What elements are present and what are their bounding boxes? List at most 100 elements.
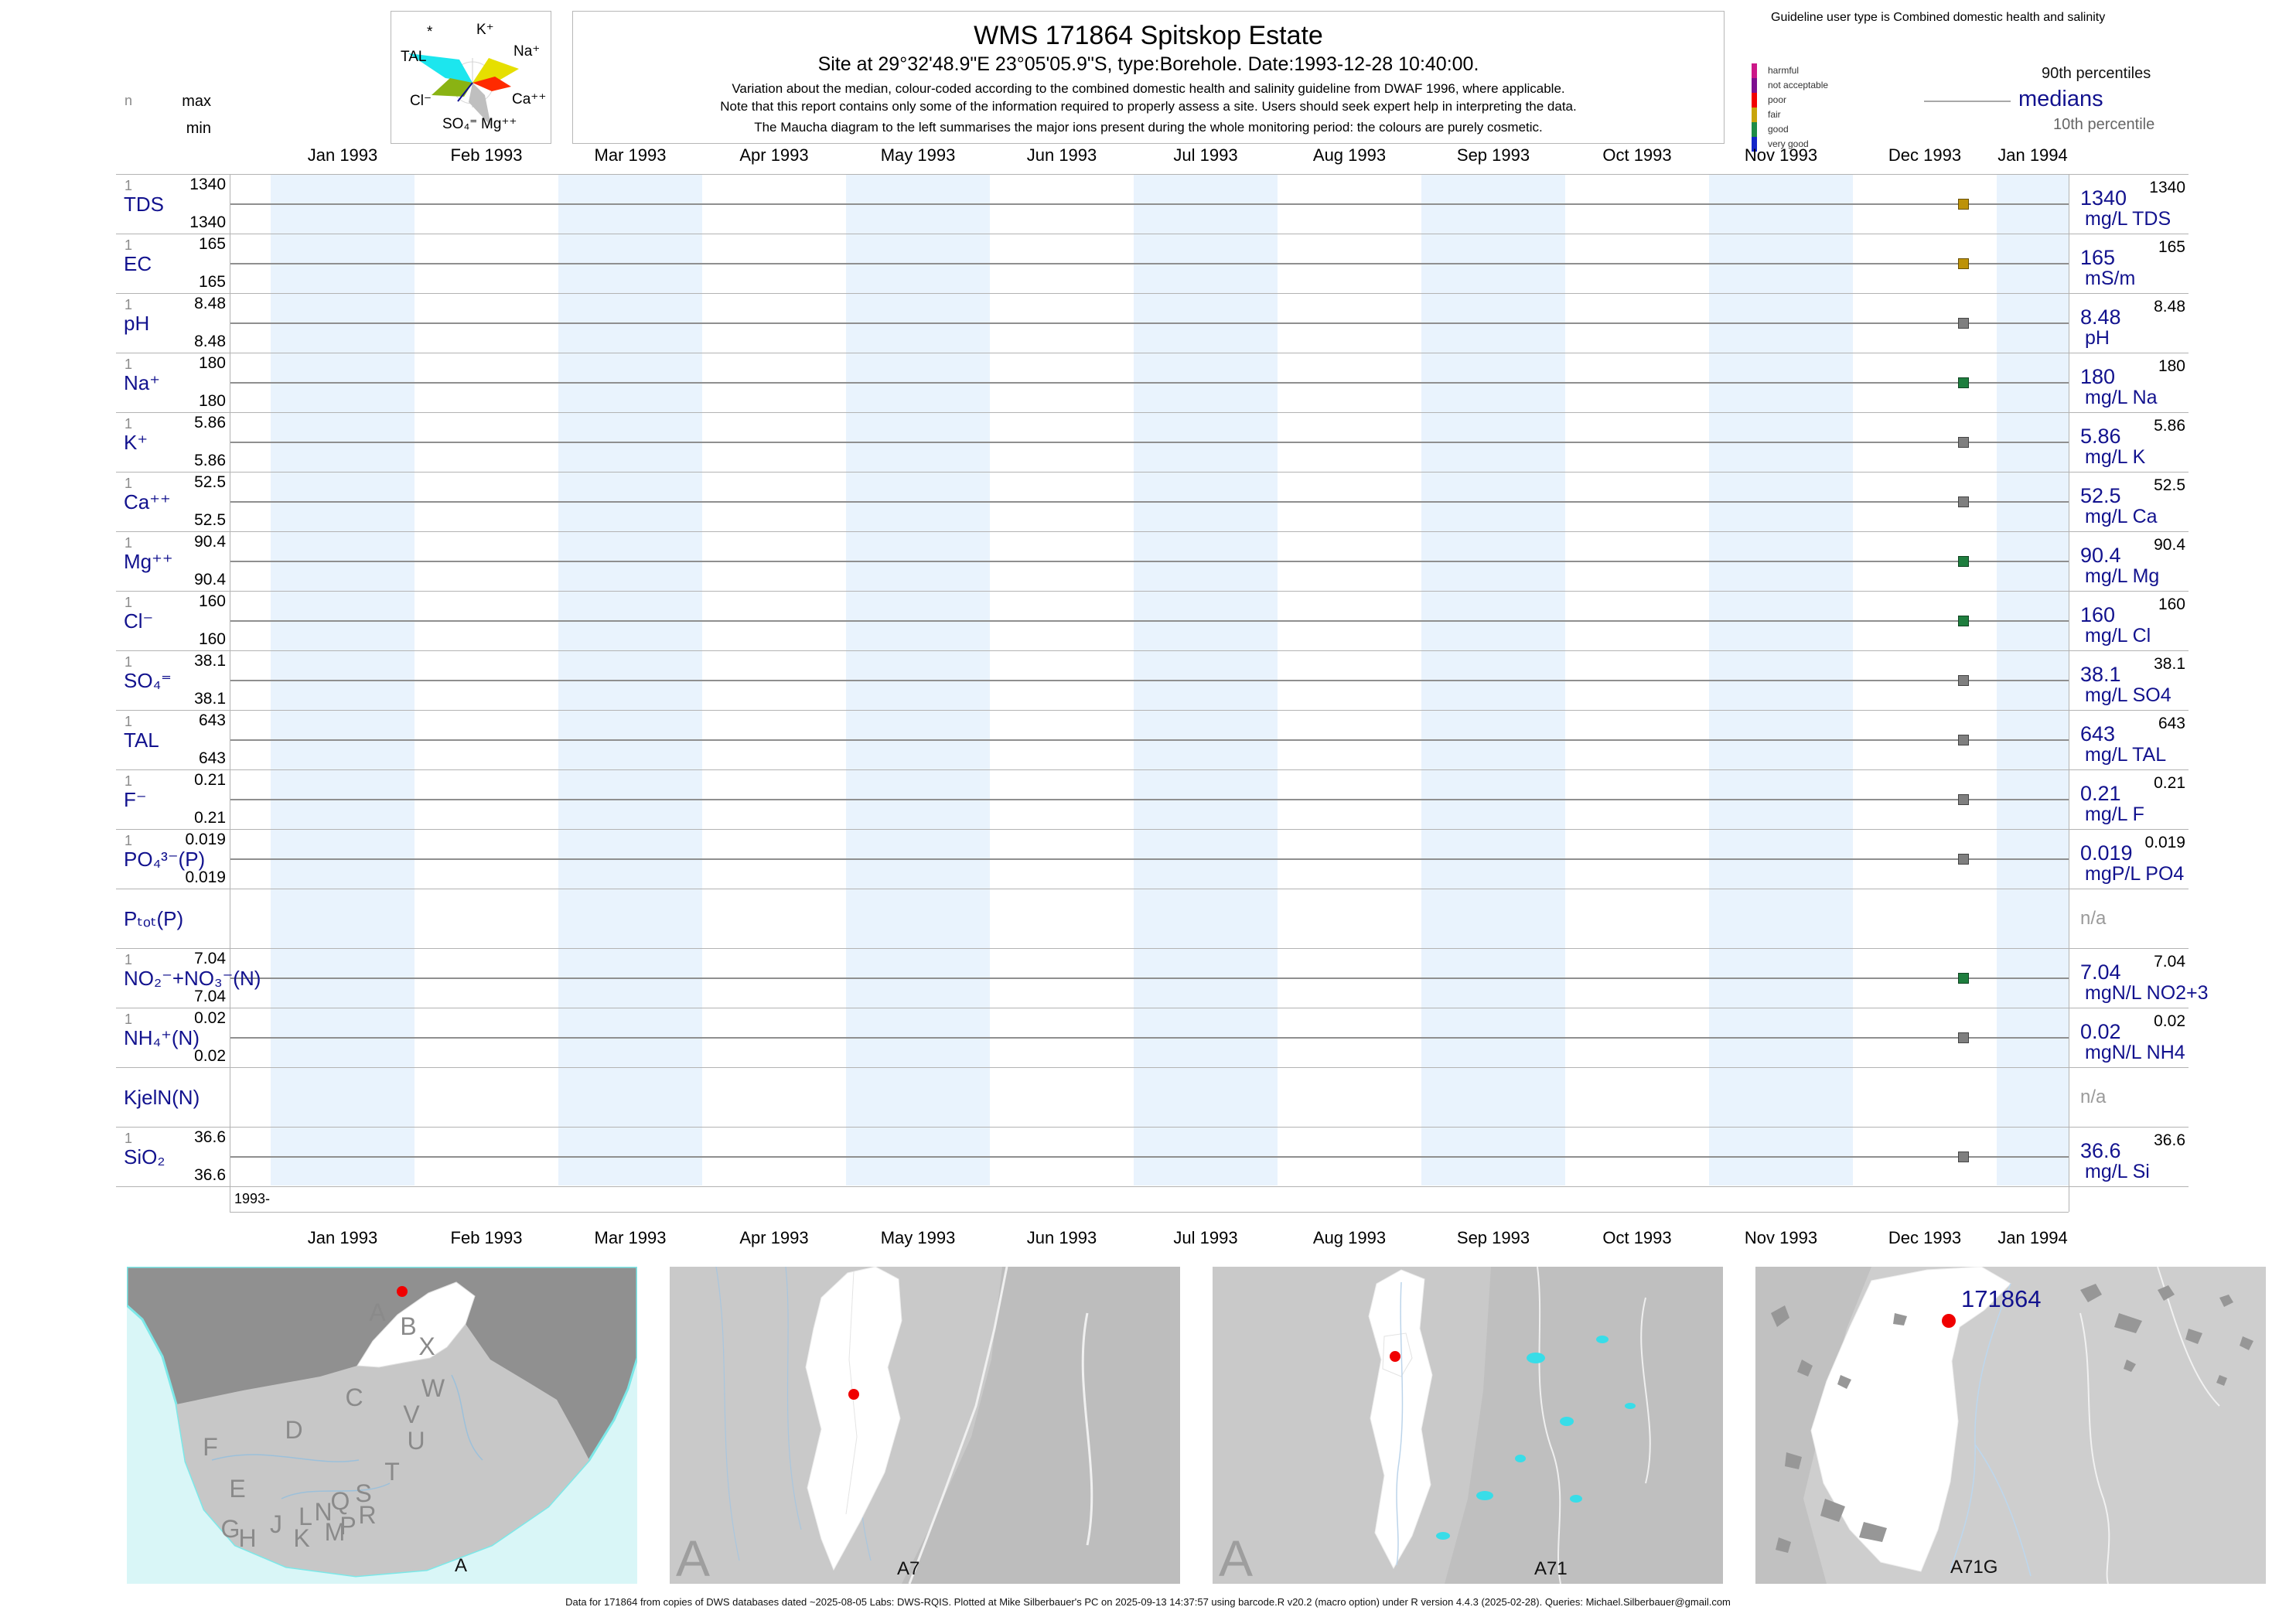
region-letter: S: [355, 1479, 371, 1507]
map-catchment-boundaries: [1537, 1267, 1651, 1584]
region-letter: H: [238, 1524, 256, 1552]
max-value: 5.86: [194, 414, 226, 432]
p90-value: 8.48: [2154, 298, 2185, 316]
row-boundary-line: [116, 1067, 2189, 1068]
month-label-bottom: Sep 1993: [1456, 1228, 1530, 1247]
map-region-a-highlight: [357, 1281, 476, 1368]
region-letter: Q: [331, 1487, 350, 1515]
sample-marker-fair: [1958, 258, 1970, 269]
region-letter: L: [299, 1503, 312, 1530]
month-label-top: Jul 1993: [1173, 145, 1238, 165]
sample-marker-none: [1958, 734, 1970, 745]
parameter-label: NH₄⁺(N): [124, 1026, 200, 1049]
n-count: 1: [125, 595, 133, 610]
n-count: 1: [125, 952, 133, 967]
plot-bottom-line: [230, 1212, 2069, 1213]
maucha-wedge-tal: [408, 53, 473, 83]
p90-value: 0.02: [2154, 1012, 2185, 1030]
month-label-bottom: Mar 1993: [594, 1228, 667, 1247]
min-value: 0.02: [194, 1047, 226, 1065]
p90-value: 180: [2158, 357, 2185, 375]
max-value: 90.4: [194, 533, 226, 551]
median-line: [230, 1155, 2069, 1158]
map-rivers: [1396, 1281, 1404, 1566]
region-letter: T: [384, 1458, 400, 1486]
min-value: 0.21: [194, 809, 226, 827]
region-letter: C: [345, 1383, 363, 1411]
parameter-label: EC: [124, 252, 152, 275]
map-catchment-a7-highlight: [805, 1267, 902, 1571]
map-waterbodies: [1436, 1336, 1636, 1540]
p90-legend-label: 90th percentiles: [2042, 65, 2151, 82]
month-label-bottom: Dec 1993: [1888, 1228, 1962, 1247]
max-value: 1340: [189, 176, 226, 193]
month-label-top: Oct 1993: [1602, 145, 1672, 165]
p90-value: 36.6: [2154, 1131, 2185, 1149]
map-catchment-highlight: [1810, 1267, 2011, 1572]
row-boundary-line: [116, 1127, 2189, 1128]
rating-label: harmful: [1768, 65, 1800, 76]
median-value: 5.86: [2080, 425, 2121, 448]
region-letter: P: [339, 1512, 356, 1540]
median-value: 7.04: [2080, 960, 2121, 984]
median-line: [230, 739, 2069, 741]
region-letter: E: [229, 1475, 245, 1503]
row-boundary-line: [116, 829, 2189, 830]
min-value: 643: [198, 749, 226, 767]
max-value: 0.21: [194, 771, 226, 789]
month-label-top: Jan 1994: [1997, 145, 2068, 165]
rating-color-harmful: [1752, 63, 1757, 78]
min-value: 8.48: [194, 333, 226, 350]
n-count: 1: [125, 1012, 133, 1027]
region-letter: D: [285, 1416, 302, 1444]
rating-color-very-good: [1752, 137, 1757, 152]
site-number-label: 171864: [1961, 1285, 2041, 1312]
n-count: 1: [125, 773, 133, 789]
unit-label: mg/L SO4: [2085, 684, 2171, 706]
note-disclaimer: Note that this report contains only some…: [720, 99, 1577, 114]
n-count: 1: [125, 357, 133, 372]
row-boundary-line: [116, 412, 2189, 413]
month-label-bottom: Jul 1993: [1173, 1228, 1238, 1247]
region-letters: A BXW C VU D F T E SQ R L N G J MP H K: [203, 1298, 445, 1552]
month-label-bottom: Oct 1993: [1602, 1228, 1672, 1247]
p90-value: 7.04: [2154, 953, 2185, 971]
rating-color-fair: [1752, 107, 1757, 122]
p90-value: 5.86: [2154, 417, 2185, 435]
map-region-a: A A7: [670, 1267, 1180, 1584]
median-line: [230, 1036, 2069, 1039]
sample-marker-none: [1958, 1151, 1970, 1162]
median-line: [230, 619, 2069, 622]
maucha-wedge-na: [473, 58, 519, 83]
maucha-label-star: *: [427, 24, 433, 40]
parameter-label: Na⁺: [124, 371, 160, 394]
median-line: [230, 500, 2069, 503]
p90-value: 1340: [2149, 179, 2185, 196]
site-location-dot: [1942, 1314, 1956, 1328]
site-subtitle: Site at 29°32'48.9"E 23°05'05.9"S, type:…: [817, 53, 1479, 75]
n-count: 1: [125, 476, 133, 491]
parameter-label: SO₄⁼: [124, 669, 172, 692]
map-panel-label: A: [455, 1555, 467, 1576]
parameter-label: PO₄³⁻(P): [124, 848, 206, 871]
unit-label: mgP/L PO4: [2085, 863, 2185, 885]
max-value: 0.019: [185, 831, 226, 848]
median-line: [230, 560, 2069, 562]
median-line: [230, 798, 2069, 800]
rating-label: poor: [1768, 94, 1787, 105]
region-letter: B: [400, 1312, 416, 1340]
maucha-wedge-ca: [473, 77, 511, 91]
region-letter: F: [203, 1433, 218, 1461]
parameter-label: KjelN(N): [124, 1086, 200, 1109]
map-neighbor-shading: [902, 1267, 1180, 1584]
no-data-label: n/a: [2080, 1086, 2107, 1107]
map-catchment-boundaries: [908, 1267, 1093, 1584]
sample-marker-none: [1958, 1032, 1970, 1043]
median-line: [230, 441, 2069, 443]
month-label-bottom: Apr 1993: [739, 1228, 809, 1247]
maucha-wedge-so4: [457, 82, 473, 102]
unit-label: mg/L F: [2085, 803, 2144, 825]
min-value: 0.019: [185, 868, 226, 886]
max-value: 643: [198, 711, 226, 729]
parameter-label: Ca⁺⁺: [124, 490, 171, 513]
